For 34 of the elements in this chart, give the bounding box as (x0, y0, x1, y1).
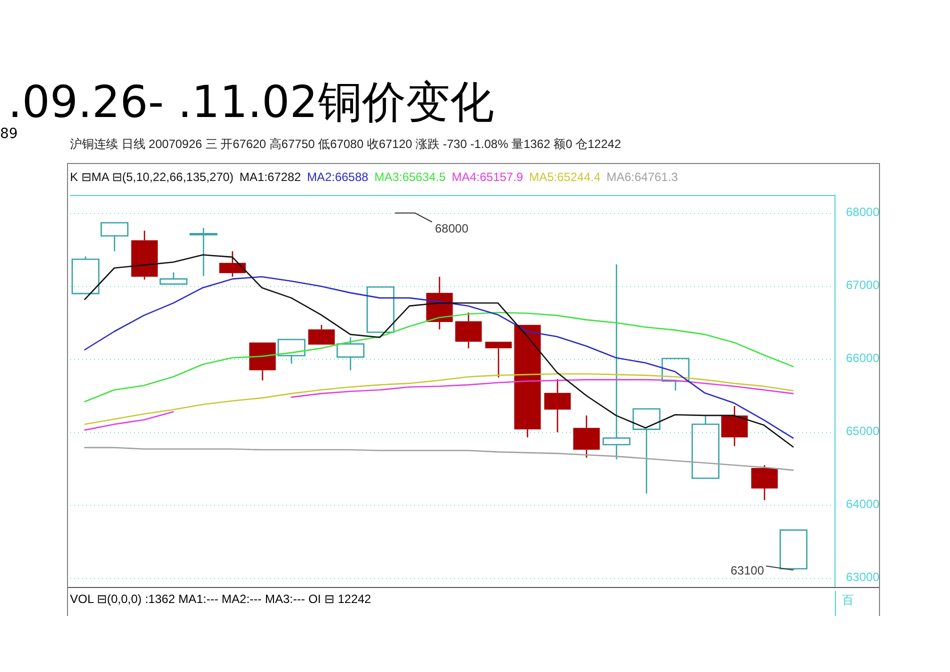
text: MA6:64761.3 (606, 170, 678, 184)
candlestick (632, 408, 660, 494)
candlestick (455, 312, 482, 349)
candlestick (219, 250, 246, 278)
y-tick-label: 68000 (846, 204, 880, 219)
candlestick (751, 464, 778, 501)
text: VOL ⊟(0,0,0) :1362 MA1:--- MA2:--- MA3:--- OI ⊟ 12242 (70, 592, 372, 606)
candlestick (721, 405, 748, 447)
candlestick (131, 230, 158, 280)
candlestick (190, 227, 218, 277)
text: MA4:65157.9 (452, 170, 524, 184)
chart-title: .09.26- .11.02铜价变化 (8, 77, 494, 128)
annotation: 63100 (730, 563, 764, 578)
chart-subtitle: 沪铜连续 日线 20070926 三 开67620 高67750 低67080 收67120 涨跌 -730 -1.08% 量1362 额0 仓12242 (70, 137, 621, 151)
candlestick (336, 336, 364, 371)
text: MA3:65634.5 (374, 170, 446, 184)
y-tick-label: 67000 (846, 278, 880, 292)
y-tick-label: 63000 (846, 570, 880, 584)
legend-title: K ⊟MA ⊟(5,10,22,66,135,270) (70, 170, 234, 184)
text: 89 (0, 126, 18, 142)
candlestick (485, 342, 512, 378)
text: MA1:67282 (240, 170, 301, 184)
candlestick (544, 378, 571, 433)
annotation: 68000 (435, 221, 469, 236)
y-tick-label: 65000 (846, 424, 880, 438)
candlestick (100, 222, 128, 252)
candlestick (573, 414, 600, 458)
text: MA5:65244.4 (529, 170, 600, 184)
y-tick-label: 64000 (846, 496, 880, 511)
candlestick (602, 264, 630, 460)
text: MA2:66588 (306, 170, 368, 184)
candlestick (662, 358, 690, 392)
text: 百 (842, 593, 854, 607)
y-tick-label: 66000 (846, 350, 880, 365)
